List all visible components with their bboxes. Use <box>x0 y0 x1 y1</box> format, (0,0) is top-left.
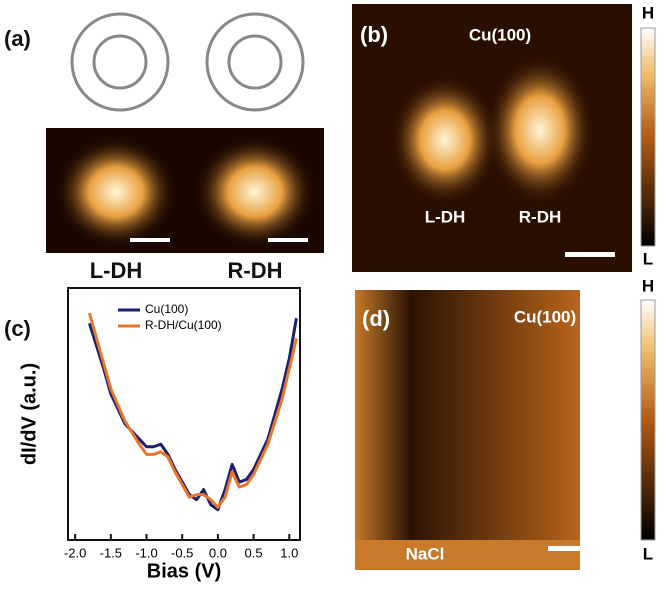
x-tick-label: 0.5 <box>245 545 263 560</box>
stm-image <box>355 290 580 570</box>
colorbar-high: H <box>642 276 654 295</box>
x-tick-label: -0.5 <box>171 545 193 560</box>
legend-label: Cu(100) <box>145 302 188 316</box>
series-line <box>87 312 298 509</box>
panel-label: (b) <box>360 22 388 47</box>
panel-label: (c) <box>4 316 31 341</box>
molecule-label: L-DH <box>425 207 466 226</box>
colorbar-high: H <box>642 3 654 22</box>
colorbar-low: L <box>643 544 653 563</box>
island-label: NaCl <box>406 544 445 563</box>
substrate-label: Cu(100) <box>514 307 576 326</box>
panel-label: (a) <box>4 26 31 51</box>
substrate-label: Cu(100) <box>469 25 531 44</box>
y-axis-label: dI/dV (a.u.) <box>18 363 40 465</box>
plot-frame <box>67 287 301 541</box>
molecule-label: L-DH <box>90 258 143 283</box>
x-tick-label: -1.5 <box>100 545 122 560</box>
colorbar <box>640 27 656 247</box>
x-axis-label: Bias (V) <box>147 560 221 582</box>
spectrum-chart: -2.0 -1.5 -1.0 -0.5 0.0 0.5 1.0 Bias (V) dI/dV (… <box>18 287 301 582</box>
x-tick-label: -1.0 <box>135 545 157 560</box>
series-line <box>87 317 298 512</box>
legend-label: R-DH/Cu(100) <box>145 318 222 332</box>
x-tick-label: -2.0 <box>64 545 86 560</box>
molecule-label: R-DH <box>228 258 283 283</box>
colorbar-low: L <box>643 249 653 268</box>
molecule <box>70 12 305 112</box>
molecule-label: R-DH <box>519 207 562 226</box>
panel-label: (d) <box>362 306 390 331</box>
x-tick-label: 0.0 <box>209 545 227 560</box>
colorbar <box>640 299 656 541</box>
x-tick-label: 1.0 <box>280 545 298 560</box>
